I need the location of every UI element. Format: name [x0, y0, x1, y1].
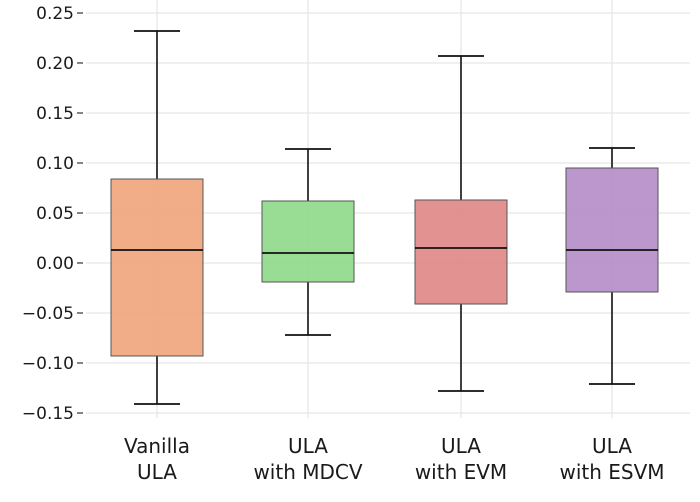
x-category-label-line2: with ESVM [559, 460, 664, 484]
y-tick-label: 0.20 [36, 54, 74, 74]
x-category-label-line1: ULA [288, 434, 328, 458]
y-tick-label: −0.05 [22, 304, 74, 324]
box-group [261, 148, 355, 336]
box-group [565, 147, 659, 385]
box-iqr [414, 199, 508, 305]
y-tick-label: 0.15 [36, 104, 74, 124]
box-iqr [261, 200, 355, 283]
x-category-label-line1: ULA [441, 434, 481, 458]
box-group [110, 30, 204, 405]
boxes [110, 30, 659, 405]
box-iqr [110, 178, 204, 357]
x-category-label-line2: ULA [137, 460, 177, 484]
y-axis-ticks: 0.25 0.20 0.15 0.10 0.05 0.00 −0.05 −0.10 −0.15 [22, 4, 83, 424]
y-tick-label: 0.25 [36, 4, 74, 24]
x-category-label-line1: ULA [592, 434, 632, 458]
x-category-label-line2: with EVM [415, 460, 507, 484]
y-tick-label: 0.05 [36, 204, 74, 224]
x-category-label-line1: Vanilla [124, 434, 190, 458]
box-iqr [565, 167, 659, 293]
y-tick-label: −0.10 [22, 354, 74, 374]
y-tick-label: 0.00 [36, 254, 74, 274]
x-category-label-line2: with MDCV [253, 460, 362, 484]
y-tick-label: 0.10 [36, 154, 74, 174]
box-group [414, 55, 508, 392]
y-tick-label: −0.15 [22, 404, 74, 424]
